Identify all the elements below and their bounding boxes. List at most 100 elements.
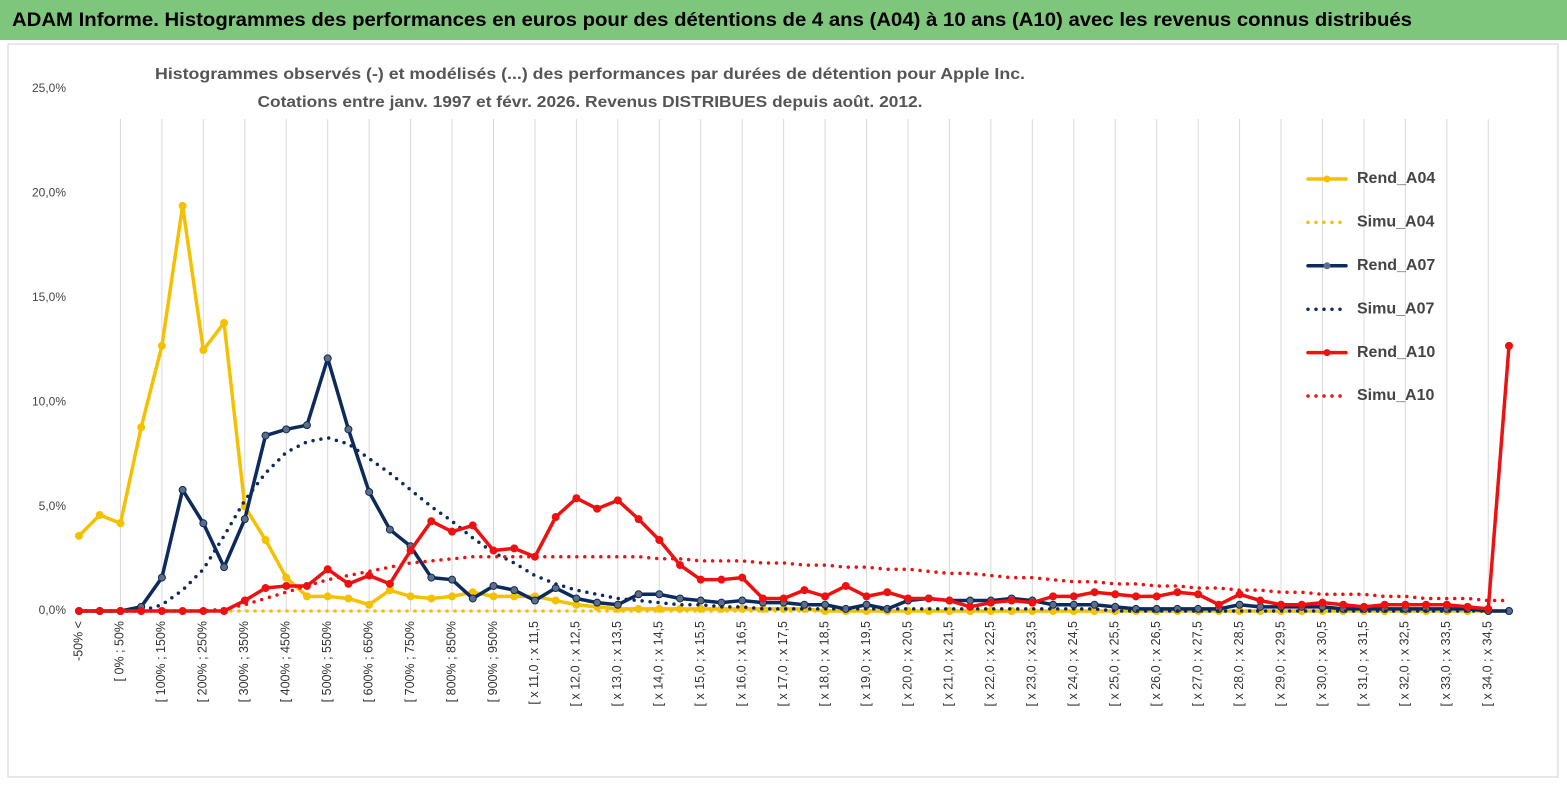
marker <box>1214 600 1223 609</box>
x-tick-label: [ x 20,0 ; x 20,5 <box>900 621 914 707</box>
marker <box>572 494 581 503</box>
marker <box>593 504 602 513</box>
series-line <box>77 554 1511 613</box>
marker <box>323 565 332 574</box>
marker <box>75 531 83 540</box>
marker <box>240 515 249 524</box>
marker <box>282 581 291 590</box>
x-tick-label: [ x 17,0 ; x 17,5 <box>776 621 790 707</box>
marker <box>696 575 705 584</box>
marker <box>758 594 767 603</box>
marker <box>986 598 995 607</box>
marker <box>323 354 332 363</box>
legend-label: Rend_A04 <box>1357 170 1435 187</box>
marker <box>655 604 664 613</box>
x-tick-label: [ x 15,0 ; x 15,5 <box>693 621 707 707</box>
marker <box>1359 602 1368 611</box>
x-tick-label: [ x 21,0 ; x 21,5 <box>942 621 956 707</box>
marker <box>385 525 394 534</box>
x-tick-label: [ x 12,0 ; x 12,5 <box>569 621 583 707</box>
marker <box>1152 592 1161 601</box>
marker <box>323 592 332 601</box>
marker <box>178 201 187 210</box>
marker <box>95 510 104 519</box>
marker <box>344 579 353 588</box>
marker <box>510 544 519 553</box>
x-tick-label: [ x 29,0 ; x 29,5 <box>1273 621 1287 707</box>
marker <box>593 598 602 607</box>
x-tick-label: [ 0% ; 50% <box>113 621 127 681</box>
series-line <box>77 435 1511 613</box>
y-tick-label: 0,0% <box>39 603 67 617</box>
x-tick-label: [ x 23,0 ; x 23,5 <box>1025 621 1039 707</box>
legend-label: Simu_A10 <box>1357 387 1434 404</box>
marker <box>1049 600 1058 609</box>
y-tick-label: 20,0% <box>32 186 66 200</box>
x-tick-label: -50% < <box>71 621 85 661</box>
marker <box>1007 596 1016 605</box>
x-tick-label: [ x 19,0 ; x 19,5 <box>859 621 873 707</box>
header-title: ADAM Informe. Histogrammes des performan… <box>12 10 1412 31</box>
marker <box>1173 588 1182 597</box>
marker <box>821 600 830 609</box>
marker <box>427 573 436 582</box>
marker <box>1505 341 1513 350</box>
x-tick-label: [ x 16,0 ; x 16,5 <box>734 621 748 707</box>
marker <box>696 596 705 605</box>
marker <box>282 425 291 434</box>
legend-label: Simu_A07 <box>1357 300 1434 317</box>
marker <box>406 546 415 555</box>
x-tick-label: [ 800% ; 850% <box>444 621 458 702</box>
title-box <box>150 60 1022 118</box>
y-tick-label: 15,0% <box>32 290 66 304</box>
marker <box>738 573 747 582</box>
x-tick-label: [ x 18,0 ; x 18,5 <box>817 621 831 707</box>
marker <box>1131 592 1140 601</box>
marker <box>448 527 457 536</box>
header-bar <box>0 0 1567 40</box>
x-tick-label: [ x 25,0 ; x 25,5 <box>1108 621 1122 707</box>
marker <box>1235 600 1244 609</box>
marker <box>903 594 912 603</box>
marker <box>468 594 477 603</box>
marker <box>157 573 166 582</box>
marker <box>655 536 664 545</box>
marker <box>738 596 747 605</box>
marker <box>365 487 374 496</box>
marker <box>178 485 187 494</box>
marker <box>924 594 933 603</box>
x-tick-label: [ 900% ; 950% <box>486 621 500 702</box>
x-tick-label: [ 600% ; 650% <box>361 621 375 702</box>
marker <box>489 581 498 590</box>
marker <box>220 563 229 572</box>
marker <box>1090 588 1099 597</box>
marker <box>261 431 270 440</box>
marker <box>883 588 892 597</box>
marker <box>862 600 871 609</box>
marker <box>634 590 643 599</box>
marker <box>862 592 871 601</box>
marker <box>1297 600 1306 609</box>
marker <box>1442 600 1451 609</box>
marker <box>1235 590 1244 599</box>
marker <box>1111 590 1120 599</box>
x-tick-label: [ 500% ; 550% <box>320 621 334 702</box>
legend-marker <box>1323 262 1331 270</box>
marker <box>821 592 830 601</box>
x-tick-label: [ 700% ; 750% <box>403 621 417 702</box>
marker <box>800 600 809 609</box>
series-line <box>77 344 1511 613</box>
marker <box>1380 600 1389 609</box>
x-tick-label: [ 300% ; 350% <box>237 621 251 702</box>
marker <box>1111 602 1120 611</box>
x-tick-label: [ x 26,0 ; x 26,5 <box>1149 621 1163 707</box>
x-tick-label: [ x 11,0 ; x 11,5 <box>527 621 541 705</box>
chart-subtitle: Cotations entre janv. 1997 et févr. 2026… <box>258 94 923 111</box>
marker <box>1069 592 1078 601</box>
x-tick-label: [ x 32,0 ; x 32,5 <box>1398 621 1412 707</box>
marker <box>551 513 560 522</box>
marker <box>489 546 498 555</box>
x-tick-label: [ x 14,0 ; x 14,5 <box>652 621 666 707</box>
marker <box>1463 602 1472 611</box>
marker <box>137 423 146 432</box>
